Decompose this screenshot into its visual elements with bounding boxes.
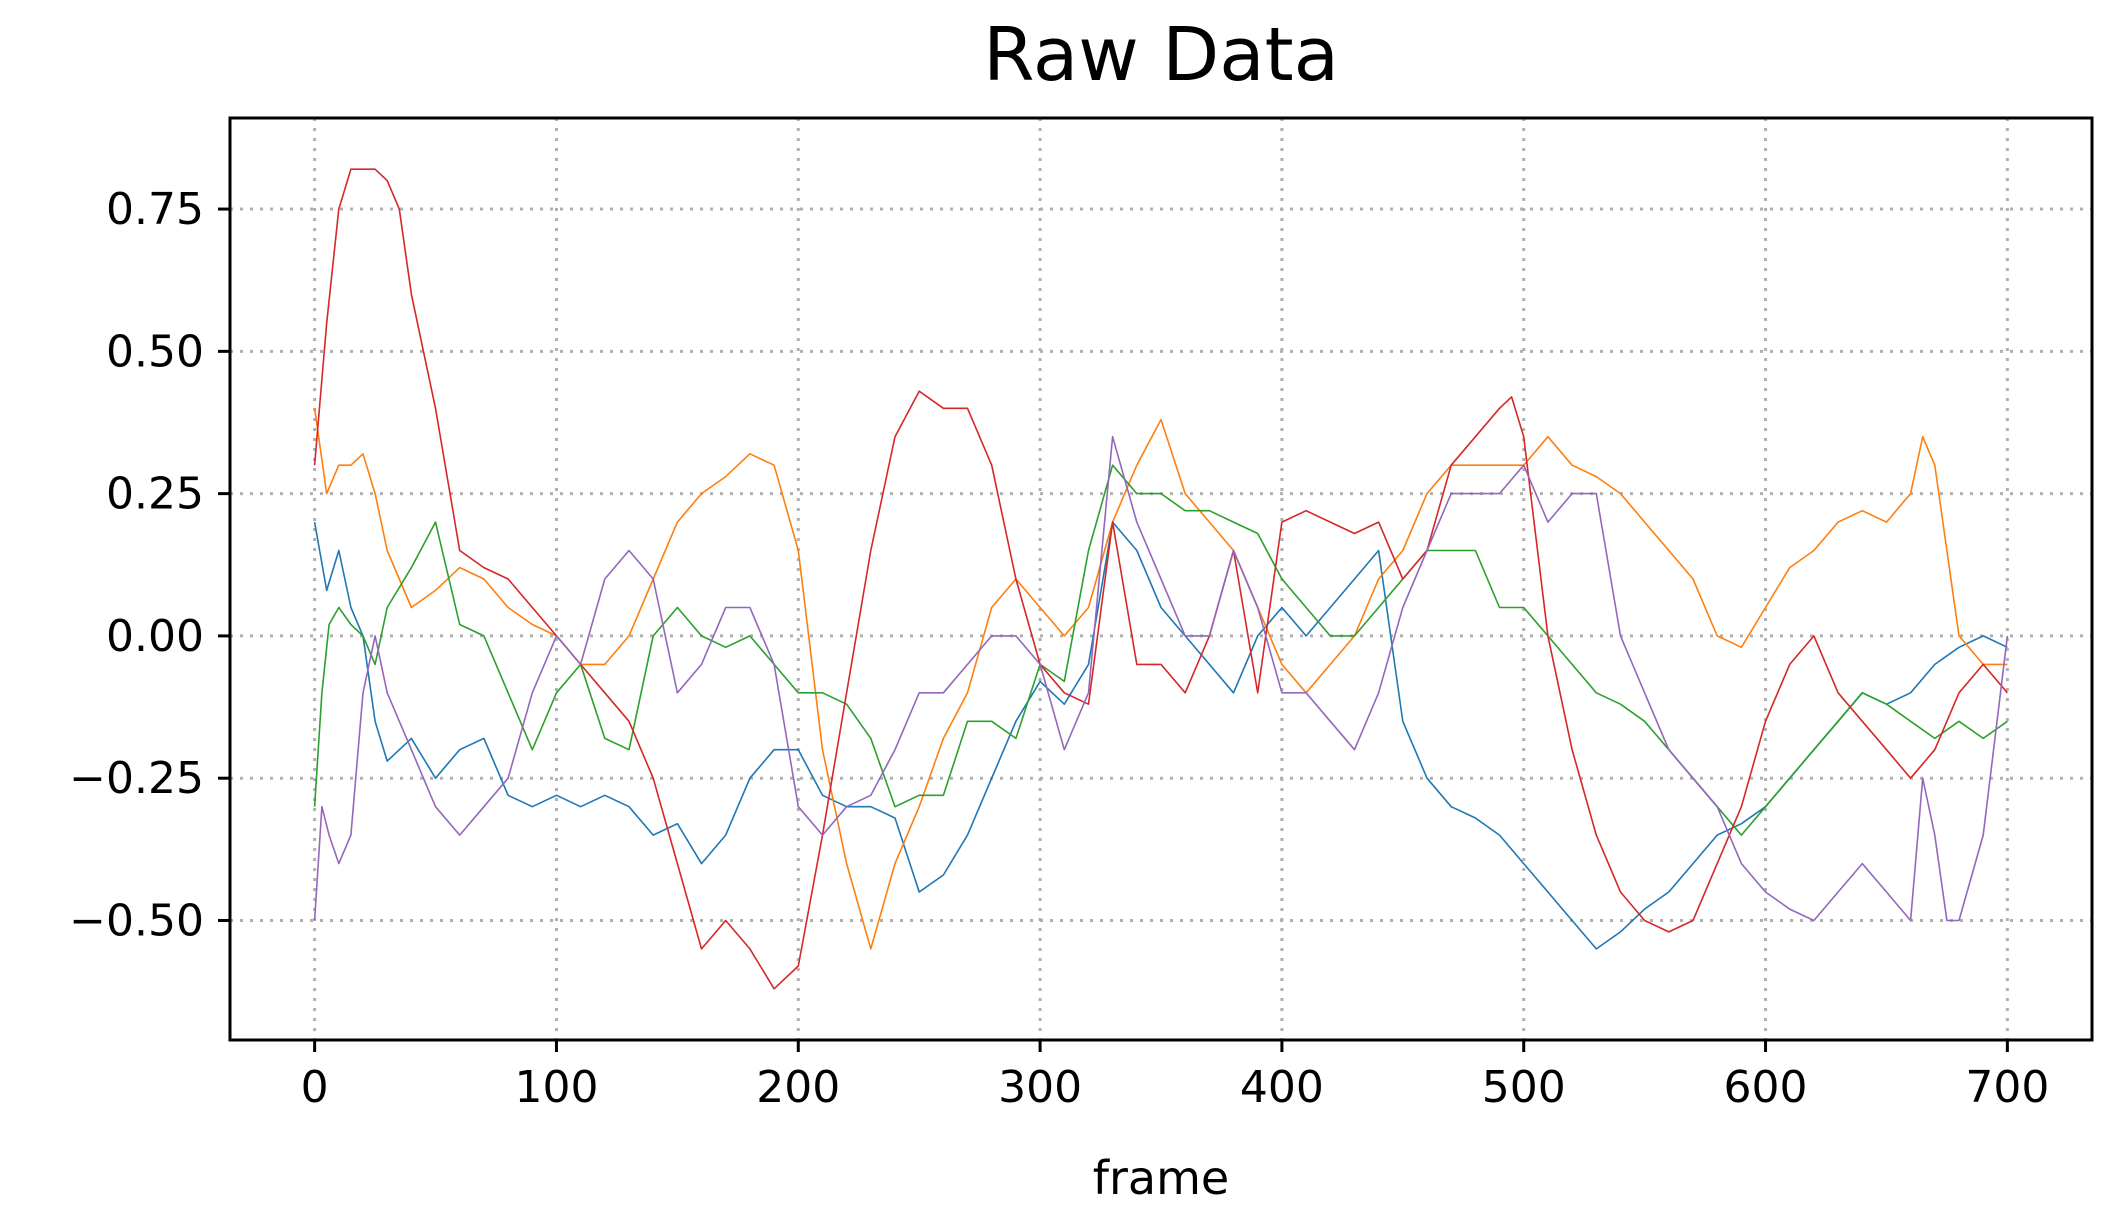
x-axis-label: frame <box>1093 1151 1229 1205</box>
y-tick-label: 0.25 <box>106 469 204 520</box>
x-tick-label: 500 <box>1482 1062 1566 1113</box>
series-lines <box>313 168 2009 990</box>
x-tick-label: 600 <box>1724 1062 1808 1113</box>
y-tick-label: −0.50 <box>69 895 204 946</box>
y-tick-label: 0.00 <box>106 611 204 662</box>
series-line-2 <box>313 408 2008 950</box>
series-line-5 <box>313 435 2009 922</box>
chart-title: Raw Data <box>983 12 1339 98</box>
plot-frame <box>228 116 2094 1042</box>
y-tick-label: −0.25 <box>69 753 204 804</box>
x-tick-label: 400 <box>1240 1062 1324 1113</box>
series-line-4 <box>313 168 2009 990</box>
series-line-1 <box>313 521 2008 950</box>
y-tick-label: 0.50 <box>106 326 204 377</box>
x-tick-label: 0 <box>301 1062 329 1113</box>
x-tick-label: 300 <box>998 1062 1082 1113</box>
x-tick-label: 200 <box>756 1062 840 1113</box>
x-tick-label: 700 <box>1965 1062 2049 1113</box>
y-tick-label: 0.75 <box>106 184 204 235</box>
axis-ticks: 0 100 200 300 400 500 600 700 0.75 0.50 0.25 0.00 −0… <box>69 184 2049 1113</box>
x-tick-label: 100 <box>514 1062 598 1113</box>
